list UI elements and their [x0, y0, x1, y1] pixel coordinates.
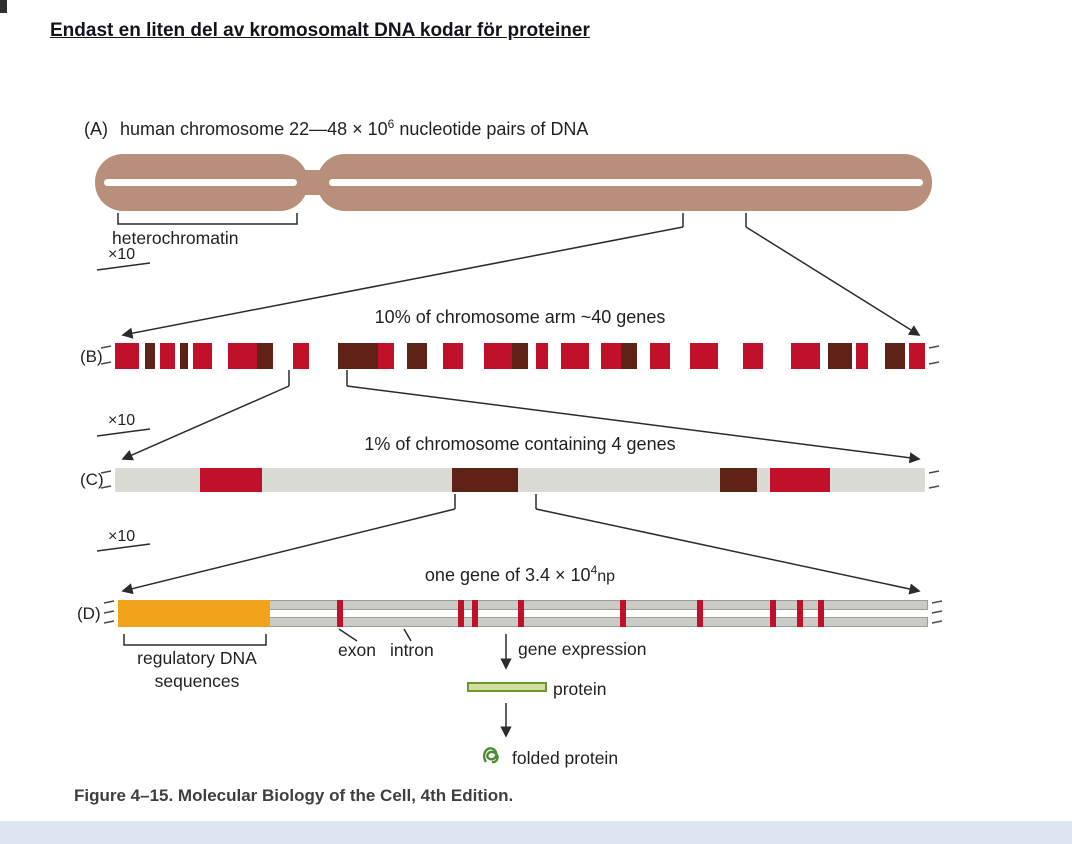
heterochromatin-bracket: [117, 213, 298, 225]
gene-segment: [160, 343, 175, 369]
gene-segment: [228, 343, 257, 369]
gene-segment: [560, 343, 589, 369]
zoom-x10-label-b: ×10: [108, 246, 136, 263]
bar-b-gene-density: [115, 343, 925, 369]
bar-d-gene-detail: [118, 600, 928, 627]
heterochromatin-label: heterochromatin: [112, 228, 239, 248]
exon-mark: [796, 600, 803, 627]
slide-title: Endast en liten del av kromosomalt DNA k…: [50, 20, 590, 41]
chromosome-illustration: [95, 154, 932, 211]
regulatory-bracket: [123, 634, 267, 646]
zoom-x10-label-d: ×10: [108, 528, 136, 545]
gene-segment: [827, 343, 853, 369]
exon-intron-labels: exon intron: [338, 640, 434, 661]
bottom-strip: [0, 821, 1072, 844]
chromatid-gap-left: [104, 179, 297, 186]
panel-c-letter: (C): [80, 470, 104, 489]
gene-segment: [791, 343, 820, 369]
bar-c-gene-region: [115, 468, 925, 492]
protein-label: protein: [553, 679, 607, 699]
gene-segment: [406, 343, 427, 369]
intron-label: intron: [389, 640, 434, 660]
gene-segment: [179, 343, 188, 369]
gene-segment: [690, 343, 719, 369]
exon-mark: [518, 600, 525, 627]
gene-segment: [378, 343, 395, 369]
gene-segment: [536, 343, 549, 369]
gene-segment: [115, 343, 140, 369]
exon-mark: [458, 600, 465, 627]
gene-segment: [770, 468, 831, 492]
exon-mark: [620, 600, 627, 627]
protein-bar: [467, 682, 547, 692]
corner-mark: [0, 0, 7, 13]
gene-segment: [256, 343, 273, 369]
panel-c-caption: 1% of chromosome containing 4 genes: [364, 434, 676, 454]
exon-mark: [770, 600, 777, 627]
panel-b-caption: 10% of chromosome arm ~40 genes: [374, 307, 666, 327]
gene-segment: [742, 343, 763, 369]
gene-segment: [856, 343, 869, 369]
gene-segment: [293, 343, 310, 369]
gene-segment: [200, 468, 262, 492]
exon-mark: [697, 600, 704, 627]
figure-caption: Figure 4–15. Molecular Biology of the Ce…: [74, 786, 514, 805]
zoom-x10-label-c: ×10: [108, 412, 136, 429]
gene-segment: [621, 343, 638, 369]
folded-protein-icon: [482, 747, 499, 764]
exon-mark: [336, 600, 343, 627]
exon-mark: [471, 600, 479, 627]
gene-expression-label: gene expression: [518, 639, 647, 659]
gene-segment: [443, 343, 464, 369]
gene-segment: [884, 343, 905, 369]
gene-segment: [451, 468, 519, 492]
panel-d-letter: (D): [77, 604, 101, 623]
panel-a-caption: (A) human chromosome 22—48 × 106 nucleoti…: [84, 117, 589, 139]
exon-label: exon: [338, 640, 376, 660]
exon-mark: [817, 600, 824, 627]
gene-segment: [649, 343, 670, 369]
chromatid-gap-right: [329, 179, 923, 186]
gene-segment: [144, 343, 156, 369]
gene-segment: [511, 343, 529, 369]
gene-segment: [192, 343, 213, 369]
regulatory-dna-label: regulatory DNA sequences: [137, 648, 257, 691]
panel-d-caption: one gene of 3.4 × 104np: [424, 563, 616, 585]
panel-b-letter: (B): [80, 347, 103, 366]
gene-segment: [908, 343, 925, 369]
regulatory-region: [118, 600, 271, 627]
gene-segment: [601, 343, 622, 369]
gene-segment: [337, 343, 379, 369]
gene-segment: [720, 468, 758, 492]
folded-protein-label: folded protein: [512, 748, 619, 768]
gene-segment: [483, 343, 512, 369]
panel-a-letter: (A): [84, 119, 108, 139]
